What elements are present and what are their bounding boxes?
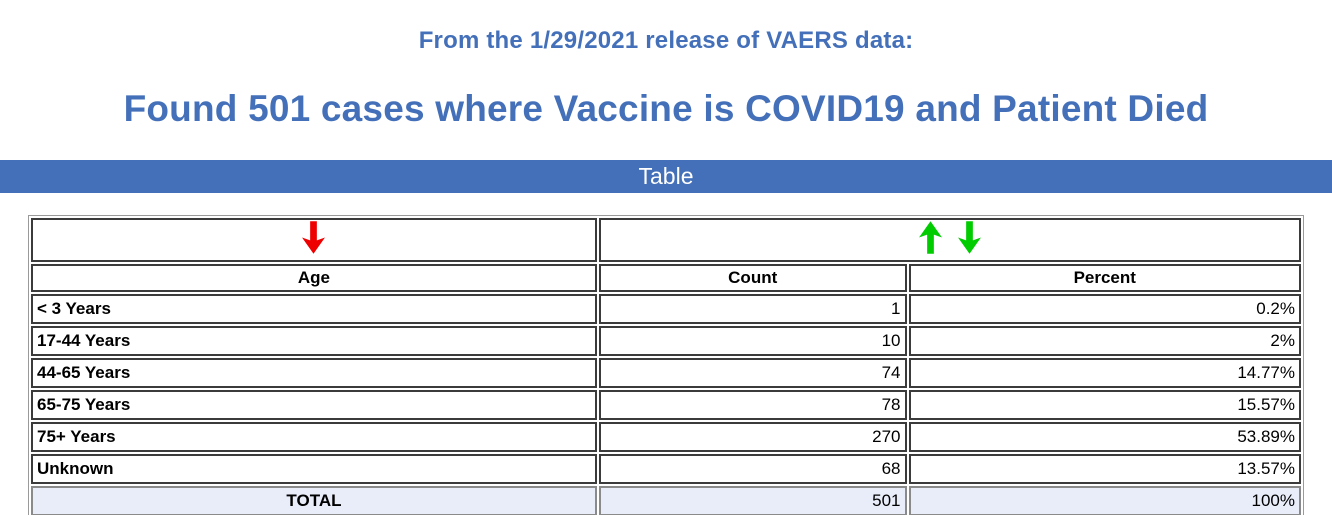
- percent-cell: 13.57%: [908, 454, 1301, 484]
- table-section-banner: Table: [0, 160, 1332, 193]
- page-title: Found 501 cases where Vaccine is COVID19…: [123, 88, 1209, 129]
- results-table: Age Count Percent < 3 Years 1 0.2% 17-44…: [28, 215, 1304, 515]
- column-header-count: Count: [598, 264, 907, 292]
- age-cell: 65-75 Years: [31, 390, 597, 420]
- sort-ascending-button[interactable]: [918, 221, 942, 254]
- table-row: Unknown 68 13.57%: [31, 454, 1301, 484]
- release-line: From the 1/29/2021 release of VAERS data…: [418, 27, 914, 54]
- sort-controls-row: [31, 218, 1301, 262]
- percent-cell: 2%: [908, 326, 1301, 356]
- table-row: 17-44 Years 10 2%: [31, 326, 1301, 356]
- age-cell: Unknown: [31, 454, 597, 484]
- green-down-arrow-icon: [958, 221, 982, 254]
- percent-cell: 53.89%: [908, 422, 1301, 452]
- results-table-container: Age Count Percent < 3 Years 1 0.2% 17-44…: [28, 215, 1304, 515]
- age-cell: 75+ Years: [31, 422, 597, 452]
- total-percent-cell: 100%: [908, 486, 1301, 515]
- age-cell: 17-44 Years: [31, 326, 597, 356]
- column-header-age: Age: [31, 264, 597, 292]
- table-row: 65-75 Years 78 15.57%: [31, 390, 1301, 420]
- age-cell: < 3 Years: [31, 294, 597, 324]
- table-row: < 3 Years 1 0.2%: [31, 294, 1301, 324]
- total-count-cell: 501: [598, 486, 907, 515]
- age-sort-descending-button[interactable]: [302, 221, 326, 254]
- total-row: TOTAL 501 100%: [31, 486, 1301, 515]
- table-header-row: Age Count Percent: [31, 264, 1301, 292]
- count-cell: 78: [598, 390, 907, 420]
- age-sort-cell: [31, 218, 597, 262]
- count-cell: 1: [598, 294, 907, 324]
- percent-cell: 14.77%: [908, 358, 1301, 388]
- count-cell: 270: [598, 422, 907, 452]
- table-row: 44-65 Years 74 14.77%: [31, 358, 1301, 388]
- column-header-percent: Percent: [908, 264, 1301, 292]
- total-label-cell: TOTAL: [31, 486, 597, 515]
- table-section-title: Table: [638, 163, 694, 189]
- green-up-arrow-icon: [918, 221, 942, 254]
- count-cell: 10: [598, 326, 907, 356]
- count-cell: 74: [598, 358, 907, 388]
- percent-cell: 0.2%: [908, 294, 1301, 324]
- count-percent-sort-cell: [598, 218, 1301, 262]
- red-down-arrow-icon: [302, 221, 326, 254]
- age-cell: 44-65 Years: [31, 358, 597, 388]
- sort-descending-button[interactable]: [958, 221, 982, 254]
- percent-cell: 15.57%: [908, 390, 1301, 420]
- table-row: 75+ Years 270 53.89%: [31, 422, 1301, 452]
- count-cell: 68: [598, 454, 907, 484]
